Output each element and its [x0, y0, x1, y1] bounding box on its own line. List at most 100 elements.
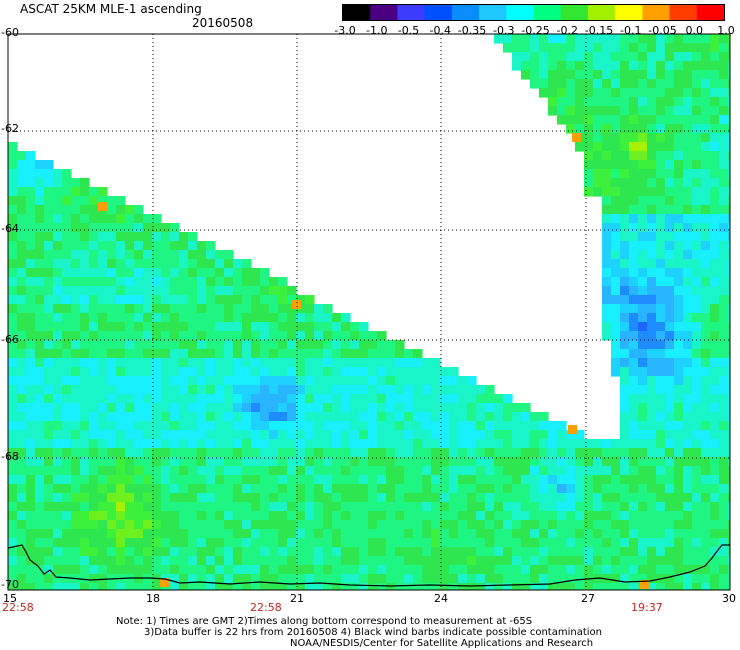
data-cell	[476, 529, 486, 539]
data-cell	[80, 583, 90, 590]
data-cell	[17, 277, 27, 287]
data-cell	[260, 322, 270, 332]
data-cell	[71, 358, 81, 368]
data-cell	[638, 88, 648, 98]
data-cell	[440, 376, 450, 386]
data-cell	[305, 466, 315, 476]
data-cell	[71, 385, 81, 395]
data-cell	[593, 565, 603, 575]
data-cell	[710, 187, 720, 197]
data-cell	[629, 574, 639, 584]
data-cell	[494, 412, 504, 422]
data-cell	[260, 403, 270, 413]
data-cell	[593, 79, 603, 89]
data-cell	[8, 295, 18, 305]
colorbar-swatch	[370, 5, 398, 20]
data-cell	[107, 259, 117, 269]
data-cell	[26, 187, 36, 197]
data-cell	[170, 223, 180, 233]
data-cell	[323, 565, 333, 575]
data-cell	[233, 430, 243, 440]
data-cell	[548, 529, 558, 539]
colorbar-swatch	[642, 5, 671, 20]
data-cell	[107, 268, 117, 278]
data-cell	[260, 421, 270, 431]
data-cell	[638, 448, 648, 458]
data-cell	[350, 412, 360, 422]
data-cell	[134, 259, 144, 269]
data-cell	[8, 214, 18, 224]
data-cell	[701, 169, 711, 179]
data-cell	[593, 547, 603, 557]
data-cell	[89, 322, 99, 332]
data-cell	[602, 439, 612, 449]
data-cell	[323, 430, 333, 440]
data-cell	[53, 367, 63, 377]
data-cell	[512, 565, 522, 575]
data-cell	[179, 331, 189, 341]
data-cell	[404, 538, 414, 548]
data-cell	[305, 457, 315, 467]
data-cell	[35, 304, 45, 314]
data-cell	[359, 421, 369, 431]
data-cell	[377, 466, 387, 476]
data-cell	[323, 466, 333, 476]
data-cell	[710, 322, 720, 332]
data-cell	[17, 313, 27, 323]
data-cell	[413, 358, 423, 368]
data-cell	[566, 70, 576, 80]
data-cell	[305, 412, 315, 422]
data-cell	[152, 259, 162, 269]
data-cell	[143, 556, 153, 566]
data-cell	[242, 385, 252, 395]
data-cell	[53, 223, 63, 233]
data-cell	[143, 547, 153, 557]
data-cell	[44, 583, 54, 590]
data-cell	[116, 268, 126, 278]
data-cell	[404, 574, 414, 584]
data-cell	[260, 340, 270, 350]
data-cell	[413, 466, 423, 476]
data-cell	[449, 556, 459, 566]
data-cell	[350, 349, 360, 359]
data-cell	[170, 349, 180, 359]
data-cell	[494, 547, 504, 557]
data-cell	[116, 538, 126, 548]
data-cell	[674, 412, 684, 422]
data-cell	[584, 70, 594, 80]
data-cell	[656, 394, 666, 404]
data-cell	[593, 43, 603, 53]
data-cell	[17, 340, 27, 350]
data-cell	[458, 439, 468, 449]
data-cell	[35, 205, 45, 215]
data-cell	[98, 295, 108, 305]
data-cell	[719, 79, 729, 89]
lon-label: 24	[434, 592, 448, 605]
data-cell	[710, 52, 720, 62]
data-cell	[152, 322, 162, 332]
data-cell	[89, 421, 99, 431]
data-cell	[152, 268, 162, 278]
data-cell	[575, 439, 585, 449]
data-cell	[89, 205, 99, 215]
credit-line: NOAA/NESDIS/Center for Satellite Applica…	[290, 638, 594, 649]
data-cell	[269, 331, 279, 341]
data-cell	[116, 394, 126, 404]
data-cell	[125, 268, 135, 278]
data-cell	[188, 313, 198, 323]
data-cell	[647, 574, 657, 584]
data-cell	[458, 430, 468, 440]
data-cell	[134, 412, 144, 422]
data-cell	[656, 43, 666, 53]
data-cell	[521, 556, 531, 566]
data-cell	[602, 79, 612, 89]
data-cell	[161, 376, 171, 386]
data-cell	[269, 556, 279, 566]
data-cell	[242, 295, 252, 305]
data-cell	[710, 394, 720, 404]
data-cell	[188, 331, 198, 341]
data-cell	[260, 430, 270, 440]
data-cell	[197, 277, 207, 287]
data-cell	[647, 232, 657, 242]
data-cell	[503, 538, 513, 548]
